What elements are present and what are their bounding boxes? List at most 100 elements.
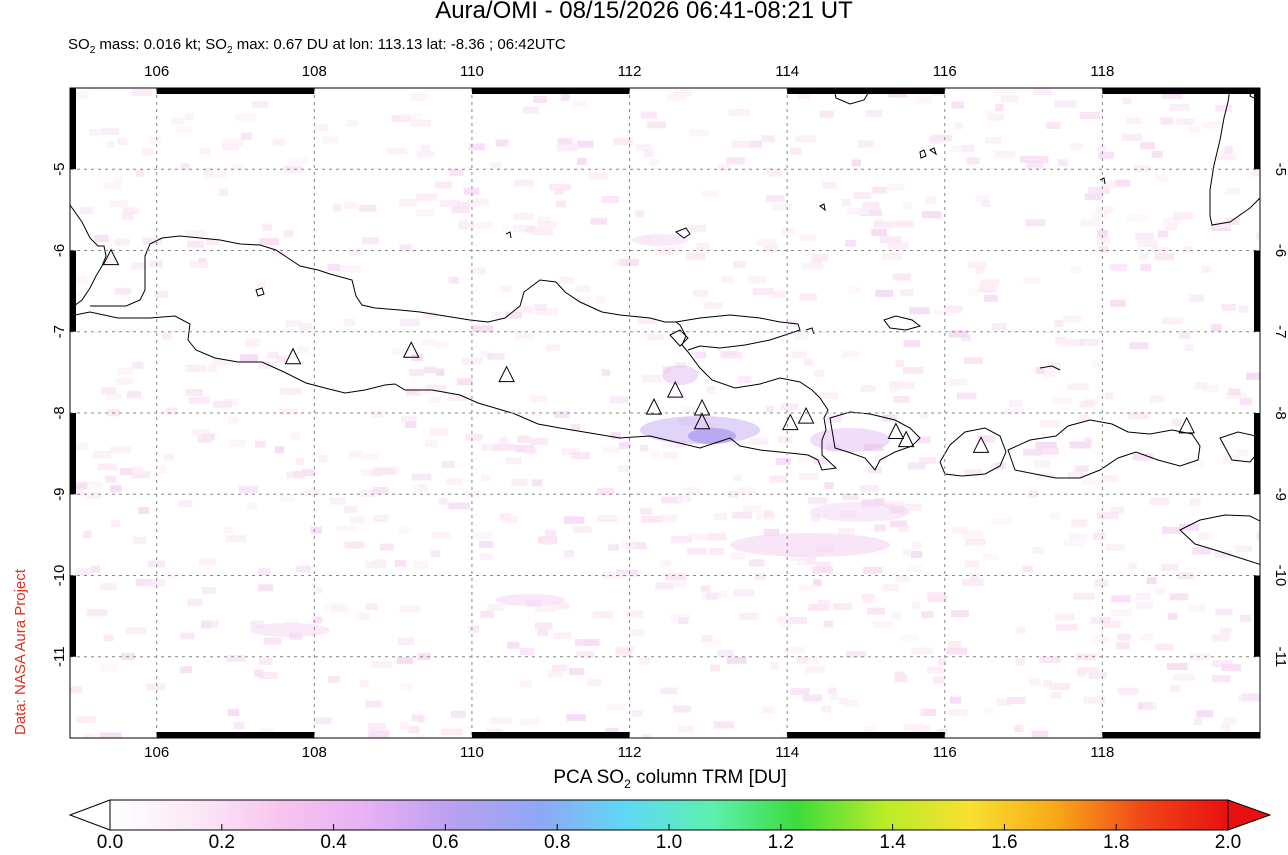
so2-pixel xyxy=(961,578,984,586)
so2-pixel xyxy=(777,436,792,443)
so2-pixel xyxy=(798,584,818,592)
so2-pixel xyxy=(860,596,876,604)
so2-pixel xyxy=(911,647,934,655)
so2-pixel xyxy=(72,276,87,284)
so2-pixel xyxy=(410,94,427,101)
so2-pixel xyxy=(1094,579,1108,587)
so2-pixel xyxy=(409,369,424,377)
so2-pixel xyxy=(571,452,590,460)
so2-pixel xyxy=(272,249,290,257)
so2-pixel xyxy=(847,207,870,215)
so2-pixel xyxy=(574,639,591,647)
so2-pixel xyxy=(1220,627,1232,635)
so2-pixel xyxy=(873,221,894,229)
so2-pixel xyxy=(566,714,586,722)
so2-pixel xyxy=(694,351,707,359)
so2-pixel xyxy=(514,212,534,220)
so2-pixel xyxy=(1029,678,1041,686)
so2-pixel xyxy=(1162,217,1180,225)
so2-pixel xyxy=(1109,263,1128,271)
so2-pixel xyxy=(73,442,89,450)
axis-labels: 106 106 108 108 110 110 112 112 114 114 116 116 118 1… xyxy=(51,63,1288,761)
colorbar-tick-label: 0.4 xyxy=(320,832,347,853)
so2-pixel xyxy=(132,361,144,369)
borneo-coast xyxy=(833,88,871,105)
so2-pixel xyxy=(251,101,268,109)
so2-pixel xyxy=(851,159,861,167)
so2-pixel xyxy=(529,437,548,445)
so2-pixel xyxy=(224,526,234,534)
so2-pixel xyxy=(343,201,358,209)
small-island-9 xyxy=(505,231,512,239)
so2-pixel xyxy=(533,96,547,103)
so2-pixel xyxy=(687,547,707,555)
so2-pixel xyxy=(552,602,570,610)
so2-pixel xyxy=(867,607,885,615)
so2-pixel xyxy=(554,411,570,418)
so2-pixel xyxy=(1256,532,1260,540)
so2-pixel xyxy=(731,511,753,519)
so2-pixel xyxy=(451,206,470,214)
so2-pixel xyxy=(536,308,558,316)
frame-segment xyxy=(471,732,630,738)
so2-pixel xyxy=(618,464,630,472)
so2-pixel xyxy=(1171,418,1182,426)
so2-pixel xyxy=(752,558,763,566)
volcano-icon xyxy=(498,365,515,383)
so2-pixel xyxy=(992,462,1005,470)
so2-pixel xyxy=(267,351,279,359)
so2-pixel xyxy=(803,358,813,366)
so2-pixel xyxy=(1035,441,1057,449)
so2-pixel xyxy=(891,612,902,620)
so2-pixel xyxy=(864,725,876,733)
so2-pixel xyxy=(754,573,766,580)
so2-pixel xyxy=(114,176,124,184)
so2-pixel xyxy=(1096,145,1107,153)
so2-pixel xyxy=(721,276,733,284)
so2-pixel xyxy=(717,590,727,598)
so2-pixel xyxy=(1167,663,1188,670)
so2-pixel xyxy=(799,472,819,480)
so2-pixel xyxy=(1055,100,1077,108)
so2-pixel xyxy=(701,635,713,642)
so2-pixel xyxy=(440,200,460,208)
so2-pixel xyxy=(530,409,541,417)
so2-pixel xyxy=(358,204,377,212)
so2-pixel xyxy=(505,457,522,465)
so2-pixel xyxy=(749,437,768,445)
so2-pixel xyxy=(1193,718,1203,726)
so2-pixel xyxy=(874,524,886,532)
so2-pixel xyxy=(1088,672,1107,679)
so2-pixel xyxy=(1084,193,1102,201)
so2-pixel xyxy=(299,323,312,330)
so2-pixel xyxy=(91,565,100,573)
longitude-label: 108 xyxy=(302,63,327,80)
so2-pixel xyxy=(771,662,780,670)
so2-pixel xyxy=(359,489,376,497)
so2-pixel xyxy=(666,93,686,101)
so2-pixel xyxy=(239,485,259,493)
so2-pixel xyxy=(1121,133,1143,141)
so2-pixel xyxy=(696,242,710,250)
so2-pixel xyxy=(432,531,452,539)
so2-pixel xyxy=(184,230,207,238)
so2-pixel xyxy=(776,616,788,623)
so2-pixel xyxy=(312,616,323,624)
colorbar-tick-label: 0.6 xyxy=(432,832,459,853)
so2-pixel xyxy=(819,110,834,118)
colorbar-tick-label: 1.8 xyxy=(1102,832,1130,853)
small-island-8 xyxy=(1099,177,1106,185)
so2-pixel xyxy=(415,734,425,738)
so2-pixel xyxy=(511,478,528,486)
so2-pixel xyxy=(429,428,448,436)
so2-pixel xyxy=(642,375,662,383)
so2-pixel xyxy=(790,688,810,696)
so2-pixel xyxy=(663,451,678,459)
so2-pixel xyxy=(649,159,660,166)
so2-pixel xyxy=(531,228,553,236)
so2-pixel xyxy=(871,229,888,236)
so2-pixel xyxy=(1055,613,1075,621)
so2-pixel xyxy=(1223,717,1237,725)
so2-pixel xyxy=(916,96,932,104)
so2-pixel xyxy=(812,566,833,574)
